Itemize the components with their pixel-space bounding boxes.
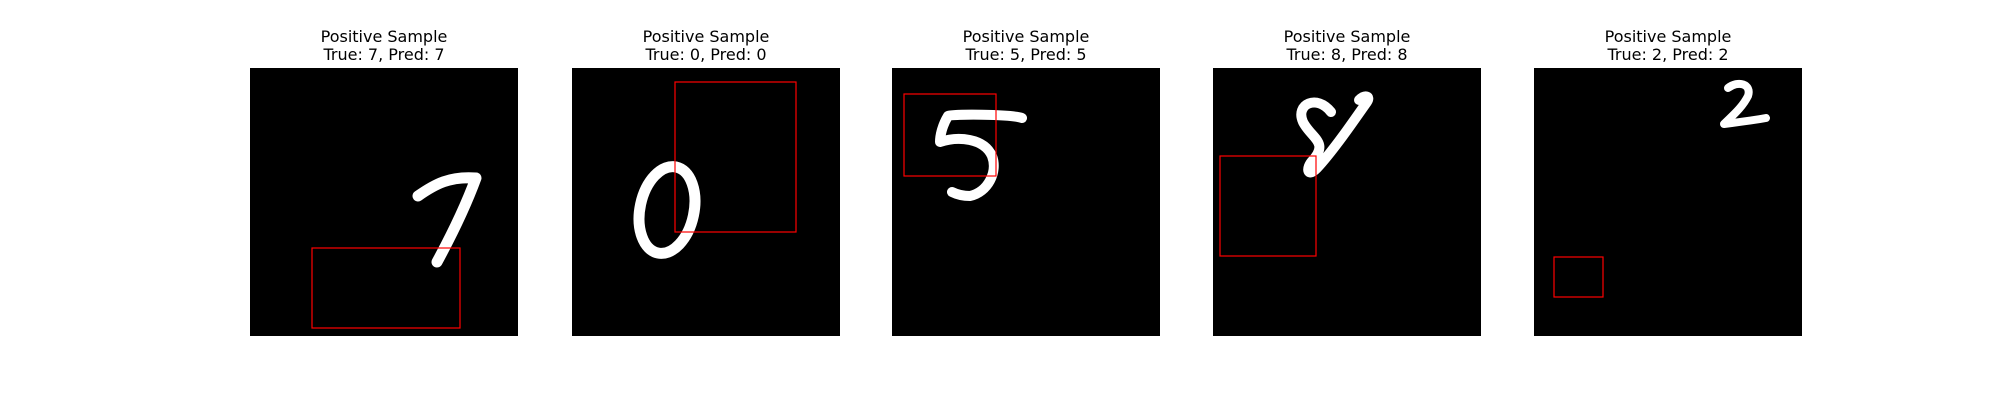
- digit-stroke: [633, 161, 701, 259]
- bounding-box: [311, 247, 461, 329]
- digit-stroke: [412, 172, 482, 268]
- panel-subtitle: True: 8, Pred: 8: [1286, 45, 1408, 64]
- bounding-box: [903, 93, 997, 177]
- panel-title: Positive Sample: [642, 27, 770, 46]
- digit-image: [572, 68, 840, 336]
- sample-panel-2: Positive Sample True: 0, Pred: 0: [572, 0, 840, 340]
- digit-image: [250, 68, 518, 336]
- bounding-box: [1553, 256, 1604, 298]
- digit-image-canvas: [903, 93, 1027, 201]
- sample-panel-5: Positive Sample True: 2, Pred: 2: [1534, 0, 1802, 340]
- digit-stroke: [1296, 91, 1374, 178]
- sample-panel-4: Positive Sample True: 8, Pred: 8: [1213, 0, 1481, 340]
- panel-title: Positive Sample: [320, 27, 448, 46]
- sample-panel-3: Positive Sample True: 5, Pred: 5: [892, 0, 1160, 340]
- panel-title: Positive Sample: [1604, 27, 1732, 46]
- digit-image-canvas: [633, 81, 797, 259]
- digit-image-canvas: [1553, 79, 1770, 298]
- digit-image-canvas: [311, 172, 482, 329]
- panel-title: Positive Sample: [1283, 27, 1411, 46]
- digit-image: [892, 68, 1160, 336]
- panel-subtitle: True: 2, Pred: 2: [1607, 45, 1729, 64]
- digit-stroke: [1720, 79, 1770, 128]
- panel-subtitle: True: 0, Pred: 0: [645, 45, 767, 64]
- sample-panel-1: Positive Sample True: 7, Pred: 7: [250, 0, 518, 340]
- digit-stroke: [935, 109, 1027, 201]
- digit-image-canvas: [1219, 91, 1374, 257]
- bounding-box: [674, 81, 797, 233]
- digit-image: [1534, 68, 1802, 336]
- panel-subtitle: True: 7, Pred: 7: [323, 45, 445, 64]
- bounding-box: [1219, 155, 1317, 257]
- panel-subtitle: True: 5, Pred: 5: [965, 45, 1087, 64]
- panel-title: Positive Sample: [962, 27, 1090, 46]
- digit-image: [1213, 68, 1481, 336]
